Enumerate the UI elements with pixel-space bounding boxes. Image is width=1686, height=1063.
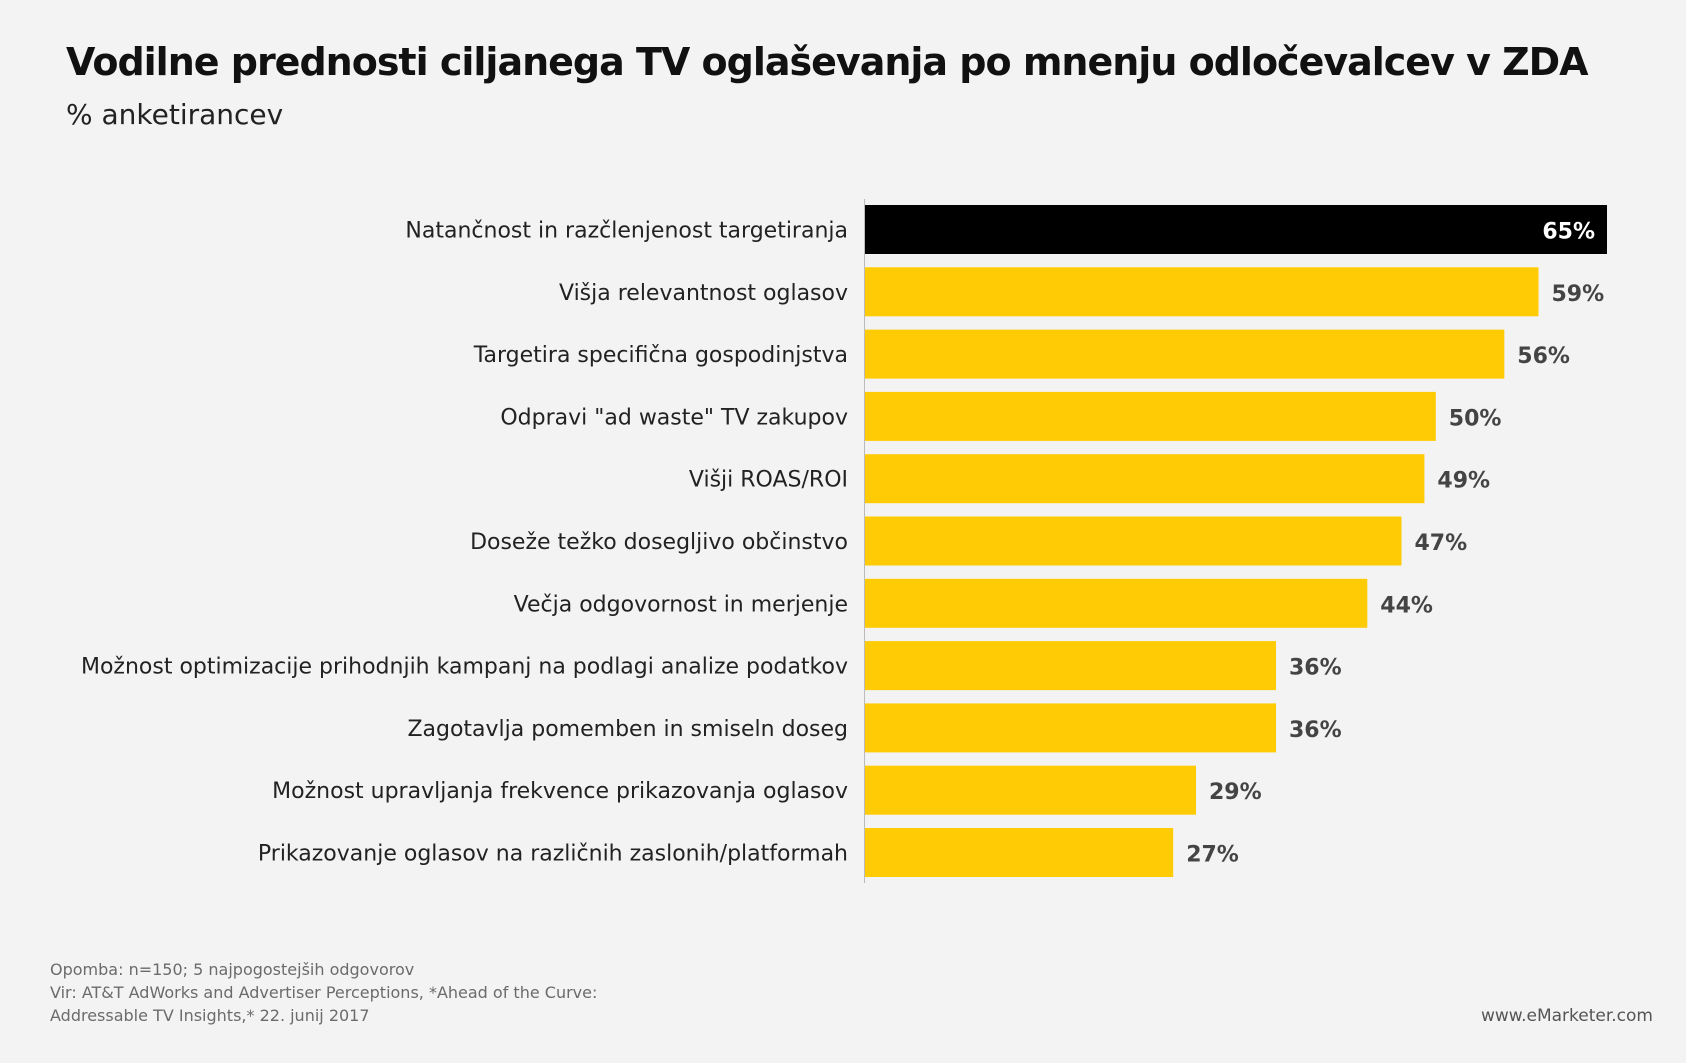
category-label: Zagotavlja pomemben in smiseln doseg	[407, 717, 848, 742]
footnote-note: Opomba: n=150; 5 najpogostejših odgovoro…	[50, 960, 415, 979]
value-label: 65%	[1542, 220, 1595, 245]
category-label: Možnost upravljanja frekvence prikazovan…	[272, 779, 848, 804]
bar	[865, 765, 1196, 815]
category-label: Natančnost in razčlenjenost targetiranja	[405, 219, 848, 244]
bar	[865, 703, 1276, 753]
footnote-source-line-1: Vir: AT&T AdWorks and Advertiser Percept…	[50, 983, 598, 1002]
category-label: Prikazovanje oglasov na različnih zaslon…	[258, 842, 848, 867]
category-label: Možnost optimizacije prihodnjih kampanj …	[81, 655, 848, 680]
bar	[865, 205, 1607, 254]
value-label: 47%	[1415, 531, 1468, 556]
value-label: 29%	[1209, 780, 1262, 805]
category-label: Večja odgovornost in merjenje	[514, 592, 848, 617]
value-label: 36%	[1289, 656, 1342, 681]
footnote-source-line-2: Addressable TV Insights,* 22. junij 2017	[50, 1006, 370, 1025]
category-label: Targetira specifična gospodinjstva	[473, 343, 848, 368]
value-label: 59%	[1552, 282, 1605, 307]
bar	[865, 641, 1276, 691]
bar	[865, 454, 1425, 504]
chart-subtitle: % anketirancev	[66, 98, 284, 131]
bar	[865, 391, 1436, 441]
category-label: Odpravi "ad waste" TV zakupov	[500, 405, 848, 430]
value-label: 27%	[1186, 843, 1239, 868]
bar	[865, 578, 1368, 628]
bar	[865, 267, 1539, 317]
chart-title: Vodilne prednosti ciljanega TV oglaševan…	[66, 40, 1589, 84]
value-label: 36%	[1289, 718, 1342, 743]
category-label: Doseže težko dosegljivo občinstvo	[470, 530, 848, 555]
category-label: Višja relevantnost oglasov	[559, 281, 848, 306]
site-credit: www.eMarketer.com	[1480, 1006, 1653, 1026]
value-label: 44%	[1380, 593, 1433, 618]
value-label: 49%	[1437, 469, 1490, 494]
bar	[865, 516, 1402, 566]
category-label: Višji ROAS/ROI	[689, 468, 848, 493]
value-label: 56%	[1517, 344, 1570, 369]
value-label: 50%	[1449, 406, 1502, 431]
bar	[865, 828, 1174, 877]
bar	[865, 329, 1505, 379]
footnote: Opomba: n=150; 5 najpogostejših odgovoro…	[50, 958, 597, 1027]
